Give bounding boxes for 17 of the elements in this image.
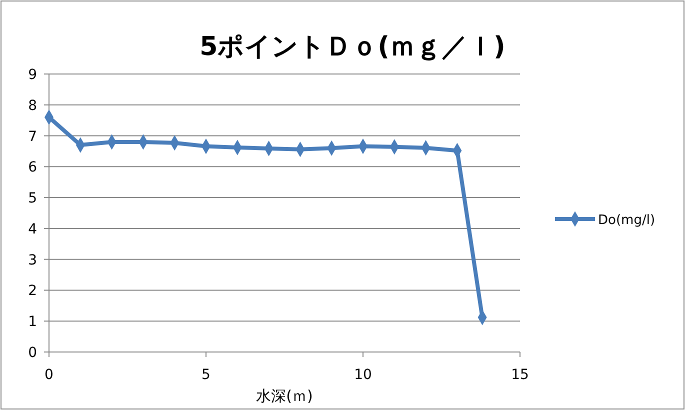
x-axis-title: 水深(ｍ) xyxy=(256,387,313,405)
y-tick-label: 2 xyxy=(28,283,37,300)
y-tick-label: 0 xyxy=(28,345,37,361)
y-tick-label: 3 xyxy=(28,252,37,268)
legend-label: Do(mg/l) xyxy=(598,213,656,228)
y-tick-label: 5 xyxy=(28,190,37,207)
y-tick-label: 6 xyxy=(28,160,38,176)
y-tick-label: 9 xyxy=(28,67,37,83)
x-tick-label: 10 xyxy=(354,367,372,383)
y-tick-label: 4 xyxy=(28,221,38,238)
chart-title: 5ポイントＤｏ(ｍｇ／ｌ) xyxy=(200,32,506,62)
y-tick-label: 8 xyxy=(28,98,37,114)
x-tick-label: 15 xyxy=(511,367,529,383)
y-tick-label: 1 xyxy=(28,314,37,330)
y-tick-label: 7 xyxy=(28,128,37,145)
x-tick-label: 5 xyxy=(202,367,210,383)
x-tick-label: 0 xyxy=(44,367,54,383)
